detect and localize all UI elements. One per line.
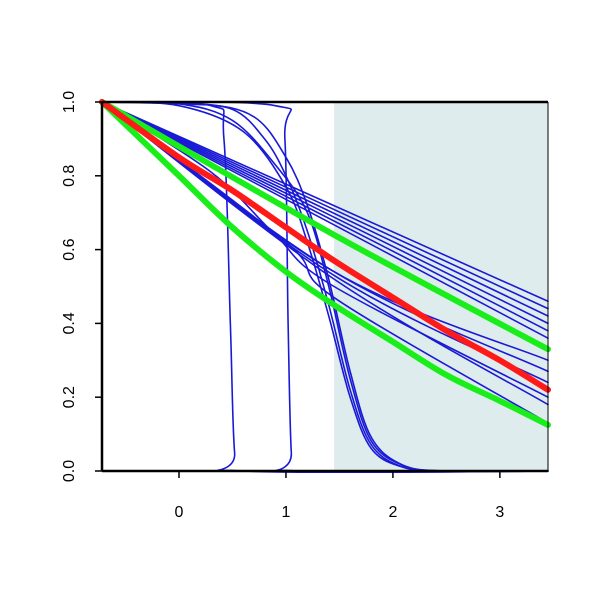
y-tick-label-0.6: 0.6 [61,238,78,260]
x-tick-label-2: 2 [388,504,397,521]
y-tick-label-0.4: 0.4 [61,312,78,334]
series-line-red-21 [99,99,551,393]
series-line-green-19 [99,99,551,353]
x-tick-label-0: 0 [175,504,184,521]
y-tick-label-0.2: 0.2 [61,386,78,408]
series-line-green-20 [99,99,551,428]
y-tick-label-0.8: 0.8 [61,165,78,187]
y-tick-label-1.0: 1.0 [61,91,78,113]
series-line-blue-1 [101,100,549,474]
x-tick-label-1: 1 [282,504,291,521]
x-tick-label-3: 3 [495,504,504,521]
y-tick-label-0.0: 0.0 [61,460,78,482]
